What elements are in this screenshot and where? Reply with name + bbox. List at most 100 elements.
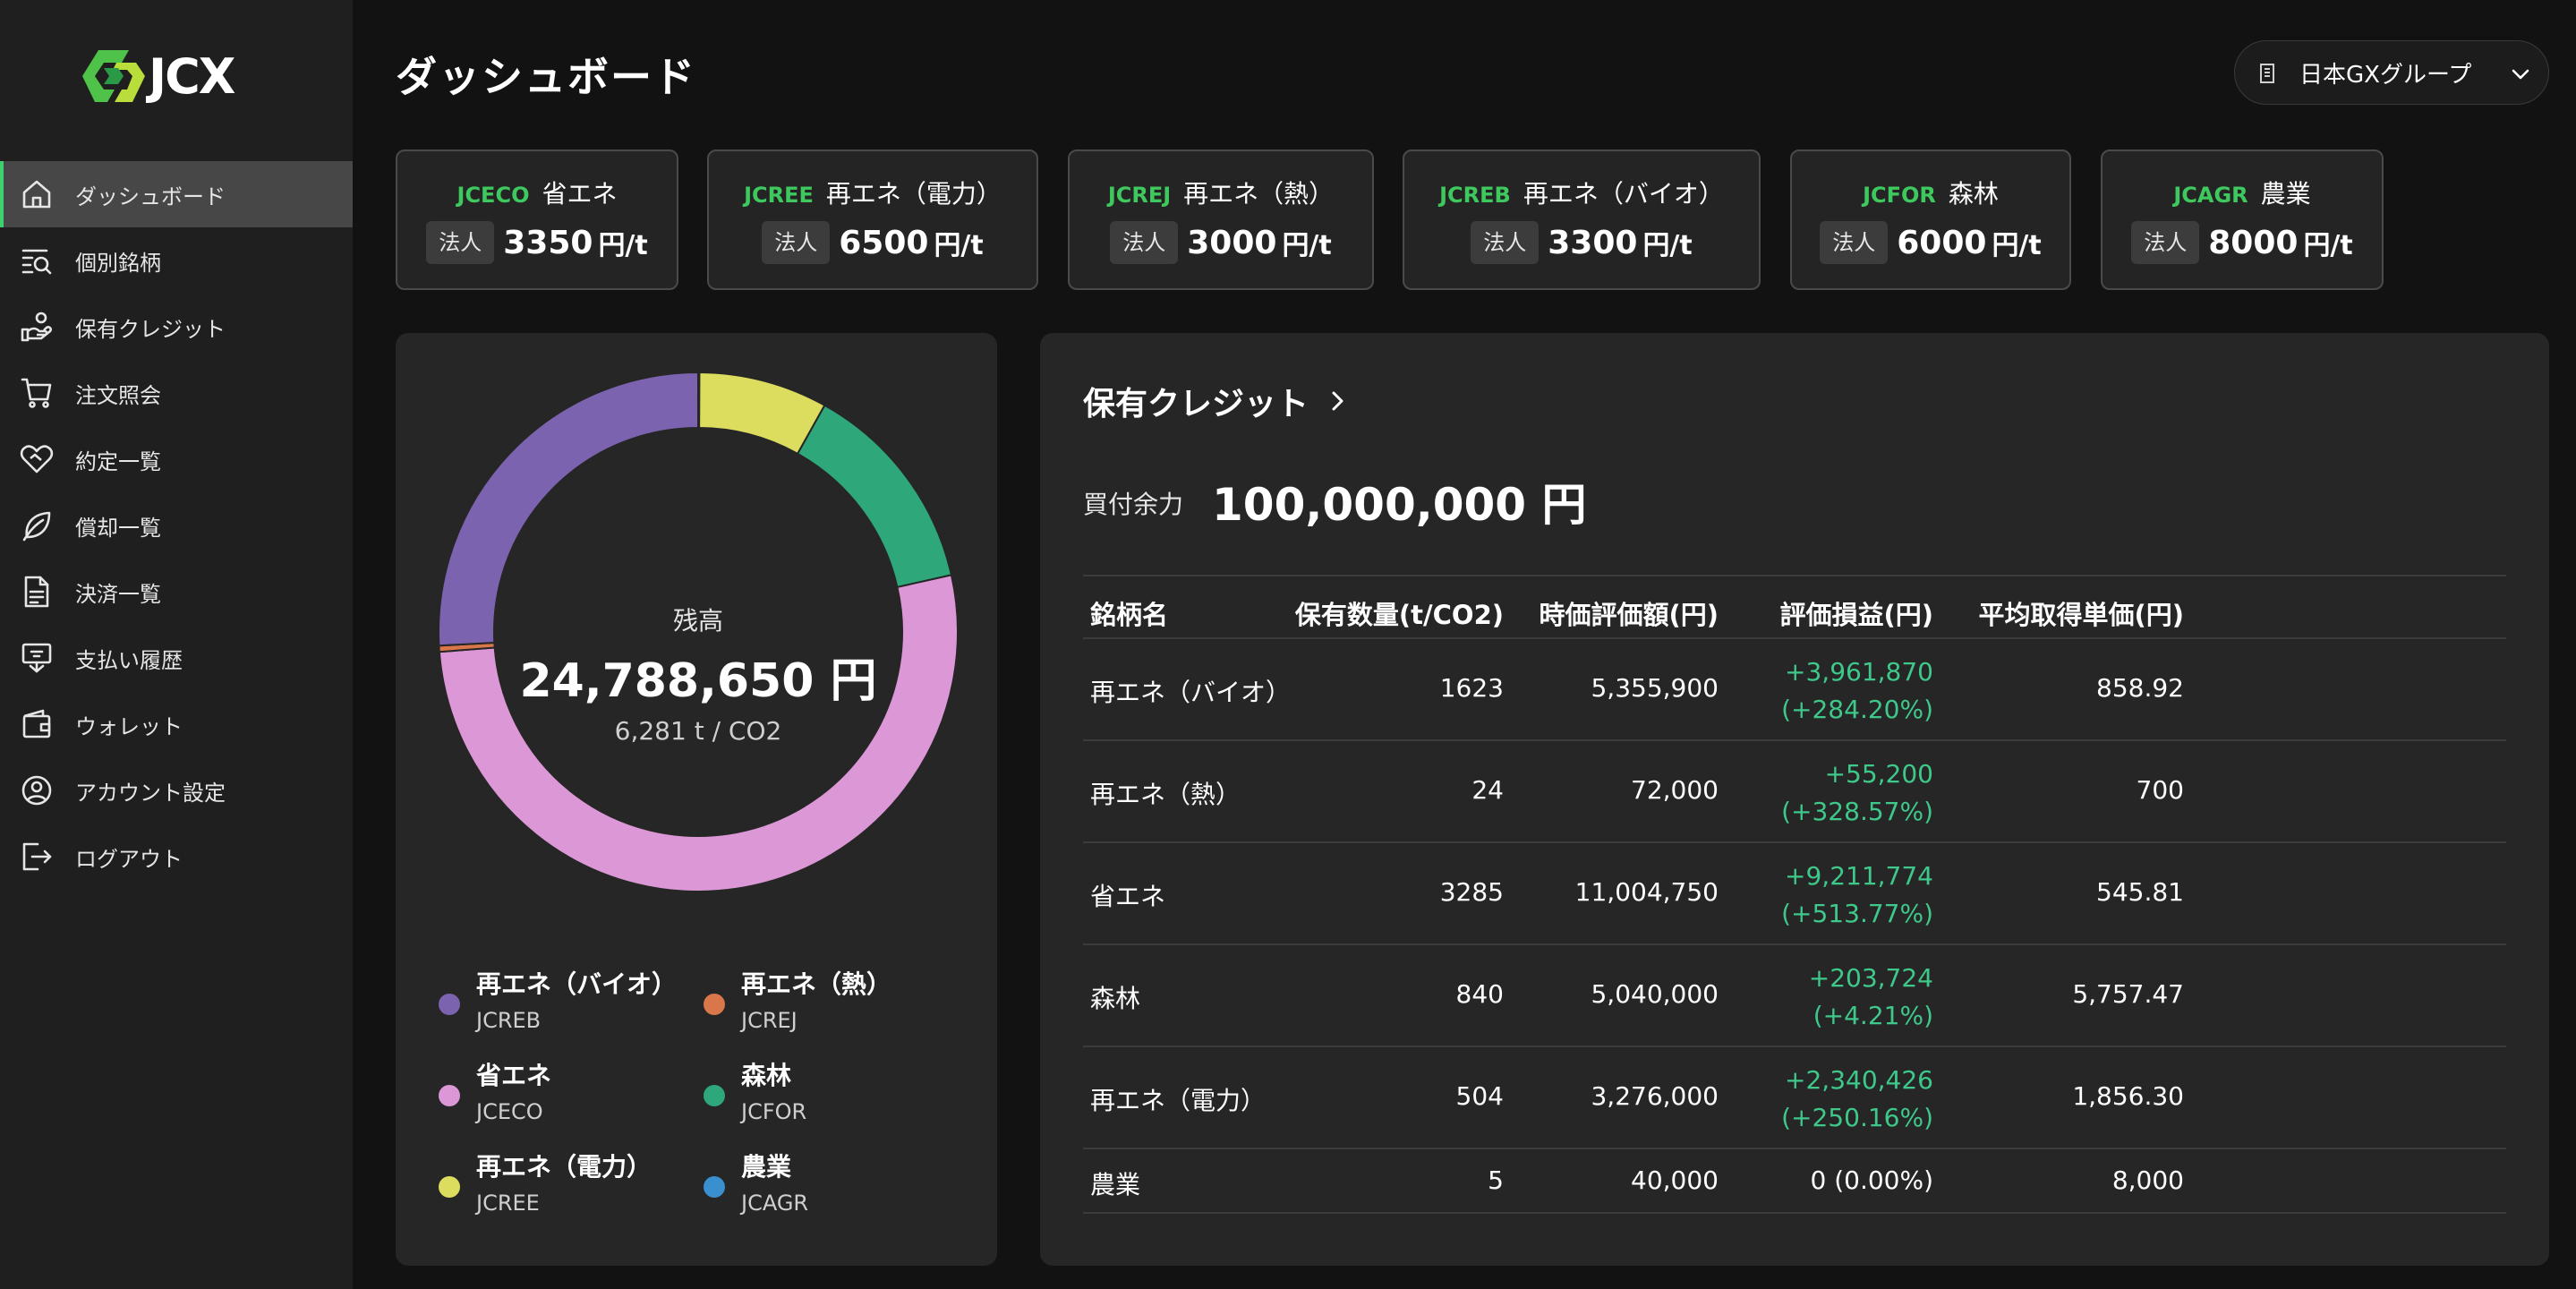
cell-pl: +55,200 (+328.57%) xyxy=(1781,755,1933,831)
legend-dot xyxy=(704,994,725,1015)
price-card-unit: 円/t xyxy=(934,230,984,261)
sidebar-item-settlements[interactable]: 決済一覧 xyxy=(0,559,353,625)
price-card-name: 森林 xyxy=(1948,179,1999,209)
sidebar-item-logout[interactable]: ログアウト xyxy=(0,824,353,890)
legend-name: 省エネ xyxy=(476,1061,552,1090)
sidebar-item-label: ダッシュボード xyxy=(75,184,226,209)
sidebar-item-executions[interactable]: 約定一覧 xyxy=(0,426,353,492)
price-card-price: 3000 xyxy=(1187,224,1277,261)
cell-pl-amount: +55,200 xyxy=(1824,759,1933,789)
cell-pl: +3,961,870 (+284.20%) xyxy=(1781,653,1933,729)
search-list-icon xyxy=(20,243,54,277)
sidebar-item-payments[interactable]: 支払い履歴 xyxy=(0,625,353,691)
cell-pl: +9,211,774 (+513.77%) xyxy=(1781,858,1933,933)
table-row[interactable]: 省エネ 3285 11,004,750 +9,211,774 (+513.77%)… xyxy=(1083,843,2506,945)
legend-code: JCREE xyxy=(476,1191,540,1216)
cell-value: 72,000 xyxy=(1631,775,1719,805)
legend-code: JCAGR xyxy=(741,1191,809,1216)
price-card-tag: 法人 xyxy=(426,221,495,264)
column-header: 保有数量(t/CO2) xyxy=(1294,600,1504,630)
cell-value: 5,040,000 xyxy=(1591,979,1719,1009)
sidebar-item-label: 保有クレジット xyxy=(75,316,226,342)
buying-power-amount: 100,000,000 円 xyxy=(1212,479,1587,531)
legend-item: 農業 JCAGR xyxy=(704,1148,963,1228)
cell-avg: 700 xyxy=(2136,775,2184,805)
balance-label: 残高 xyxy=(672,606,723,636)
cell-pl-amount: +203,724 xyxy=(1808,963,1933,993)
sidebar-item-retirements[interactable]: 償却一覧 xyxy=(0,492,353,559)
price-card-jcreb[interactable]: JCREB 再エネ（バイオ） 法人 3300 円/t xyxy=(1403,149,1761,290)
price-card-price: 6000 xyxy=(1897,224,1987,261)
sidebar-item-label: 約定一覧 xyxy=(75,448,161,474)
org-select-value: 日本GXグループ xyxy=(2299,61,2472,89)
jcx-logo[interactable]: JCX xyxy=(82,48,235,105)
sidebar-item-label: 償却一覧 xyxy=(75,515,161,541)
cell-pl-pct: (+250.16%) xyxy=(1781,1103,1933,1132)
donut-center: 残高 24,788,650 円 6,281 t / CO2 xyxy=(439,372,958,892)
price-card-unit: 円/t xyxy=(598,230,648,261)
price-card-unit: 円/t xyxy=(2303,230,2353,261)
cell-pl-amount: +3,961,870 xyxy=(1785,657,1933,687)
legend-name: 再エネ（電力） xyxy=(476,1152,653,1182)
cell-avg: 545.81 xyxy=(2096,877,2184,907)
sidebar-item-dashboard[interactable]: ダッシュボード xyxy=(0,161,353,227)
legend-item: 省エネ JCECO xyxy=(439,1056,698,1137)
org-select[interactable]: 日本GXグループ xyxy=(2234,40,2549,105)
cell-avg: 1,856.30 xyxy=(2072,1081,2184,1111)
price-card-code: JCFOR xyxy=(1863,183,1936,208)
cell-qty: 24 xyxy=(1471,775,1504,805)
sidebar-item-label: ログアウト xyxy=(75,846,183,872)
building-icon xyxy=(2255,61,2280,86)
donut-slice-jceco[interactable] xyxy=(439,574,958,892)
handshake-heart-icon xyxy=(20,442,54,476)
price-card-code: JCAGR xyxy=(2173,183,2248,208)
sidebar-item-orders[interactable]: 注文照会 xyxy=(0,360,353,426)
price-card-name: 再エネ（熱） xyxy=(1183,179,1335,209)
sidebar-item-label: 支払い履歴 xyxy=(75,647,183,673)
sidebar-item-holdings[interactable]: 保有クレジット xyxy=(0,294,353,360)
cell-value: 11,004,750 xyxy=(1574,877,1719,907)
donut-slice-jcreb[interactable] xyxy=(439,372,699,647)
legend-code: JCREJ xyxy=(741,1008,798,1033)
price-card-tag: 法人 xyxy=(1820,221,1889,264)
sidebar-item-label: ウォレット xyxy=(75,713,183,739)
cell-pl-pct: (+513.77%) xyxy=(1781,899,1933,928)
holdings-title-link[interactable]: 保有クレジット xyxy=(1083,378,1350,424)
price-card-jcfor[interactable]: JCFOR 森林 法人 6000 円/t xyxy=(1790,149,2071,290)
cell-pl-pct: (+284.20%) xyxy=(1781,695,1933,724)
legend-item: 森林 JCFOR xyxy=(704,1056,963,1137)
cell-qty: 504 xyxy=(1455,1081,1504,1111)
cell-value: 40,000 xyxy=(1631,1165,1719,1195)
legend-item: 再エネ（電力） JCREE xyxy=(439,1148,698,1228)
table-row[interactable]: 森林 840 5,040,000 +203,724 (+4.21%) 5,757.… xyxy=(1083,945,2506,1047)
table-row[interactable]: 再エネ（電力） 504 3,276,000 +2,340,426 (+250.16… xyxy=(1083,1047,2506,1149)
column-header: 時価評価額(円) xyxy=(1539,600,1719,630)
sidebar-item-account-settings[interactable]: アカウント設定 xyxy=(0,757,353,824)
balance-volume: 6,281 t / CO2 xyxy=(614,716,782,746)
cell-pl: +203,724 (+4.21%) xyxy=(1809,960,1933,1035)
legend-dot xyxy=(439,1176,460,1198)
price-card-code: JCREB xyxy=(1439,183,1511,208)
legend-name: 再エネ（熱） xyxy=(741,969,892,999)
hand-coins-icon xyxy=(20,310,54,344)
legend-name: 農業 xyxy=(741,1152,792,1182)
jcx-logo-icon xyxy=(82,50,145,102)
price-card-jcree[interactable]: JCREE 再エネ（電力） 法人 6500 円/t xyxy=(707,149,1038,290)
sidebar-item-wallet[interactable]: ウォレット xyxy=(0,691,353,757)
legend-dot xyxy=(439,994,460,1015)
table-row[interactable]: 農業 5 40,000 0 (0.00%) 8,000 xyxy=(1083,1149,2506,1214)
price-card-jcagr[interactable]: JCAGR 農業 法人 8000 円/t xyxy=(2101,149,2384,290)
price-card-jceco[interactable]: JCECO 省エネ 法人 3350 円/t xyxy=(396,149,678,290)
sidebar: JCX ダッシュボード 個別銘柄 保有クレジット 注文照会 xyxy=(0,0,353,1289)
cell-name: 再エネ（バイオ） xyxy=(1090,678,1292,707)
table-row[interactable]: 再エネ（熱） 24 72,000 +55,200 (+328.57%) 700 xyxy=(1083,741,2506,843)
holdings-donut-chart xyxy=(439,372,958,892)
price-card-price: 3300 xyxy=(1548,224,1638,261)
sidebar-item-stocks[interactable]: 個別銘柄 xyxy=(0,227,353,294)
price-card-price: 3350 xyxy=(503,224,593,261)
price-card-code: JCECO xyxy=(456,183,530,208)
cell-name: 再エネ（電力） xyxy=(1090,1086,1267,1115)
table-row[interactable]: 再エネ（バイオ） 1623 5,355,900 +3,961,870 (+284.… xyxy=(1083,639,2506,741)
cell-name: 省エネ xyxy=(1090,882,1166,911)
price-card-jcrej[interactable]: JCREJ 再エネ（熱） 法人 3000 円/t xyxy=(1068,149,1374,290)
